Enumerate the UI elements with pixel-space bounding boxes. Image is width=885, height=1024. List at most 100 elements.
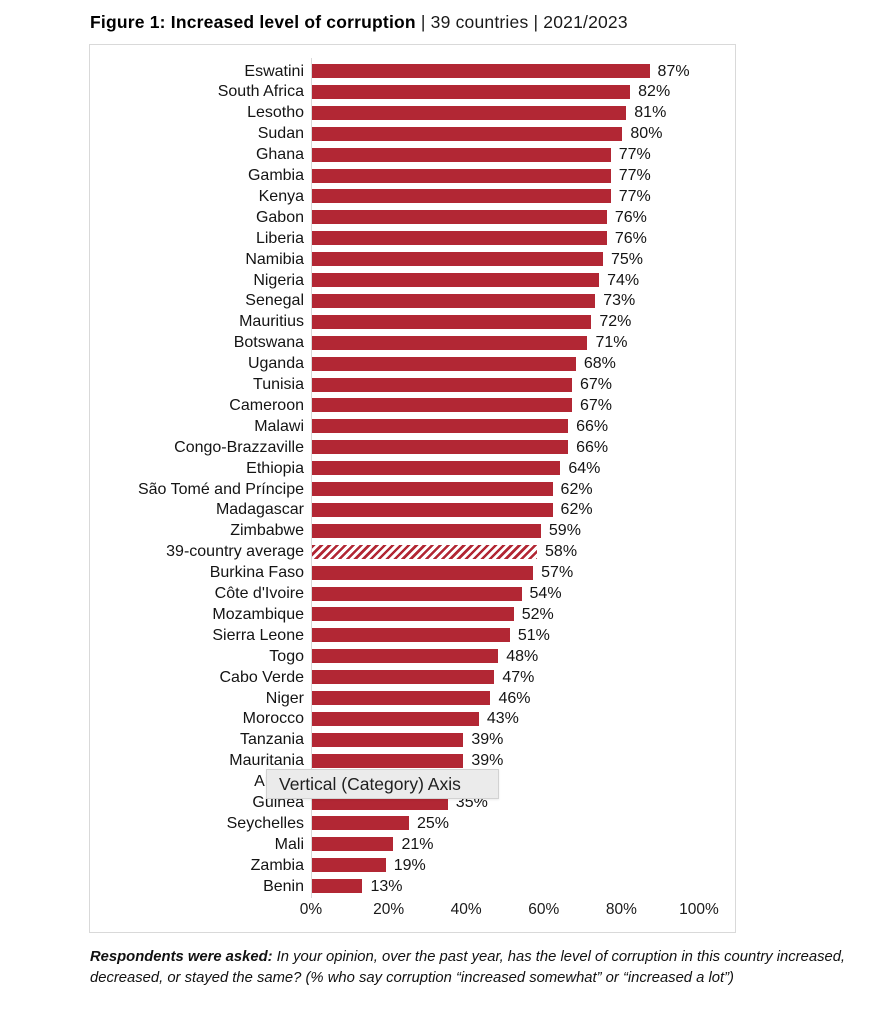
value-label: 13% xyxy=(370,877,403,895)
data-bar[interactable] xyxy=(312,377,572,392)
category-label[interactable]: Lesotho xyxy=(247,104,304,122)
data-bar[interactable] xyxy=(312,252,603,267)
data-bar[interactable] xyxy=(312,858,386,873)
x-tick-label[interactable]: 40% xyxy=(450,901,482,918)
chart-row: Congo-Brazzaville 66% xyxy=(90,437,735,458)
data-bar[interactable] xyxy=(312,273,600,287)
data-bar[interactable] xyxy=(312,711,479,726)
category-label[interactable]: Eswatini xyxy=(244,62,304,80)
category-label[interactable]: Namibia xyxy=(245,250,304,268)
chart-row: Uganda 68% xyxy=(90,353,735,374)
value-label: 54% xyxy=(529,585,562,602)
category-label[interactable]: Mauritania xyxy=(229,752,304,770)
category-label[interactable]: Zimbabwe xyxy=(230,522,304,540)
data-bar[interactable] xyxy=(312,795,448,810)
chart-row: Senegal 73% xyxy=(90,290,735,311)
data-bar[interactable] xyxy=(312,837,394,852)
data-bar[interactable] xyxy=(312,482,553,496)
category-label[interactable]: Tunisia xyxy=(253,376,304,393)
category-label[interactable]: Mali xyxy=(274,835,304,853)
data-bar[interactable] xyxy=(312,649,499,664)
x-tick-label[interactable]: 60% xyxy=(528,901,560,918)
data-bar[interactable] xyxy=(312,168,611,183)
data-bar[interactable] xyxy=(312,879,363,894)
category-label[interactable]: Ghana xyxy=(255,146,304,164)
category-label[interactable]: Seychelles xyxy=(226,814,304,832)
data-bar[interactable] xyxy=(312,565,534,580)
data-bar[interactable] xyxy=(312,419,569,434)
data-bar[interactable] xyxy=(312,314,592,329)
data-bar[interactable] xyxy=(312,461,561,476)
value-label: 62% xyxy=(560,501,593,519)
data-bar[interactable] xyxy=(312,335,588,350)
data-bar[interactable] xyxy=(312,398,572,413)
category-label[interactable]: Uganda xyxy=(247,355,304,373)
category-label[interactable]: 39-country average xyxy=(166,543,304,561)
data-bar[interactable] xyxy=(312,502,553,517)
category-label[interactable]: Gambia xyxy=(247,167,304,184)
category-label[interactable]: Senegal xyxy=(245,292,304,310)
data-bar[interactable] xyxy=(312,607,514,622)
data-bar[interactable] xyxy=(312,126,623,141)
category-label[interactable]: Nigeria xyxy=(253,271,304,289)
category-label[interactable]: Cabo Verde xyxy=(219,668,304,686)
data-bar[interactable] xyxy=(312,670,495,685)
category-label[interactable]: Congo-Brazzaville xyxy=(174,438,304,456)
category-label[interactable]: Liberia xyxy=(255,229,304,247)
category-label[interactable]: Sierra Leone xyxy=(212,626,304,644)
category-label[interactable]: Côte d'Ivoire xyxy=(214,585,304,602)
category-label[interactable]: São Tomé and Príncipe xyxy=(137,480,304,498)
data-bar[interactable] xyxy=(312,84,631,99)
x-tick-label[interactable]: 100% xyxy=(679,901,719,918)
value-label: 74% xyxy=(607,271,640,289)
category-label[interactable]: South Africa xyxy=(217,83,304,101)
category-label[interactable]: Tanzania xyxy=(239,731,304,749)
average-bar[interactable] xyxy=(312,544,538,559)
category-label[interactable]: Sudan xyxy=(257,125,304,143)
data-bar[interactable] xyxy=(312,586,522,601)
figure-title-bold: Figure 1: Increased level of corruption xyxy=(90,12,416,32)
chart-area[interactable]: Eswatini 87% South Africa 82% Lesotho 81% Suda… xyxy=(89,44,736,933)
chart-row: Seychelles 25% xyxy=(90,813,735,834)
data-bar[interactable] xyxy=(312,105,627,120)
category-label[interactable]: Kenya xyxy=(258,187,304,205)
category-label[interactable]: Malawi xyxy=(254,417,304,435)
category-label[interactable]: Mozambique xyxy=(212,605,304,623)
category-label[interactable]: Cameroon xyxy=(229,396,304,414)
x-tick-label[interactable]: 0% xyxy=(299,901,323,918)
category-label[interactable]: Ethiopia xyxy=(246,459,304,477)
data-bar[interactable] xyxy=(312,523,541,538)
category-label[interactable]: Burkina Faso xyxy=(209,564,304,582)
data-bar[interactable] xyxy=(312,753,464,768)
category-label[interactable]: Madagascar xyxy=(215,501,304,519)
category-label[interactable]: Botswana xyxy=(233,334,304,352)
data-bar[interactable] xyxy=(312,732,464,747)
value-label: 77% xyxy=(618,187,651,205)
data-bar[interactable] xyxy=(312,64,650,78)
value-label: 81% xyxy=(634,104,667,122)
value-label: 67% xyxy=(579,396,612,414)
data-bar[interactable] xyxy=(312,210,607,225)
category-label[interactable]: Gabon xyxy=(255,208,304,226)
category-label[interactable]: Mauritius xyxy=(239,313,304,331)
data-bar[interactable] xyxy=(312,816,409,831)
data-bar[interactable] xyxy=(312,189,611,204)
value-label: 46% xyxy=(498,689,531,707)
category-label[interactable]: Togo xyxy=(269,647,304,665)
value-label: 19% xyxy=(393,856,426,874)
category-label[interactable]: Benin xyxy=(263,877,304,895)
category-label[interactable]: Zambia xyxy=(250,856,304,874)
value-label: 66% xyxy=(576,417,609,435)
data-bar[interactable] xyxy=(312,691,491,705)
x-tick-label[interactable]: 20% xyxy=(373,901,405,918)
category-label[interactable]: Niger xyxy=(265,689,304,707)
data-bar[interactable] xyxy=(312,231,607,246)
data-bar[interactable] xyxy=(312,356,576,371)
x-tick-label[interactable]: 80% xyxy=(605,901,637,918)
data-bar[interactable] xyxy=(312,147,611,162)
data-bar[interactable] xyxy=(312,628,510,643)
data-bar[interactable] xyxy=(312,293,596,308)
category-label[interactable]: Morocco xyxy=(242,710,304,728)
data-bar[interactable] xyxy=(312,440,569,455)
